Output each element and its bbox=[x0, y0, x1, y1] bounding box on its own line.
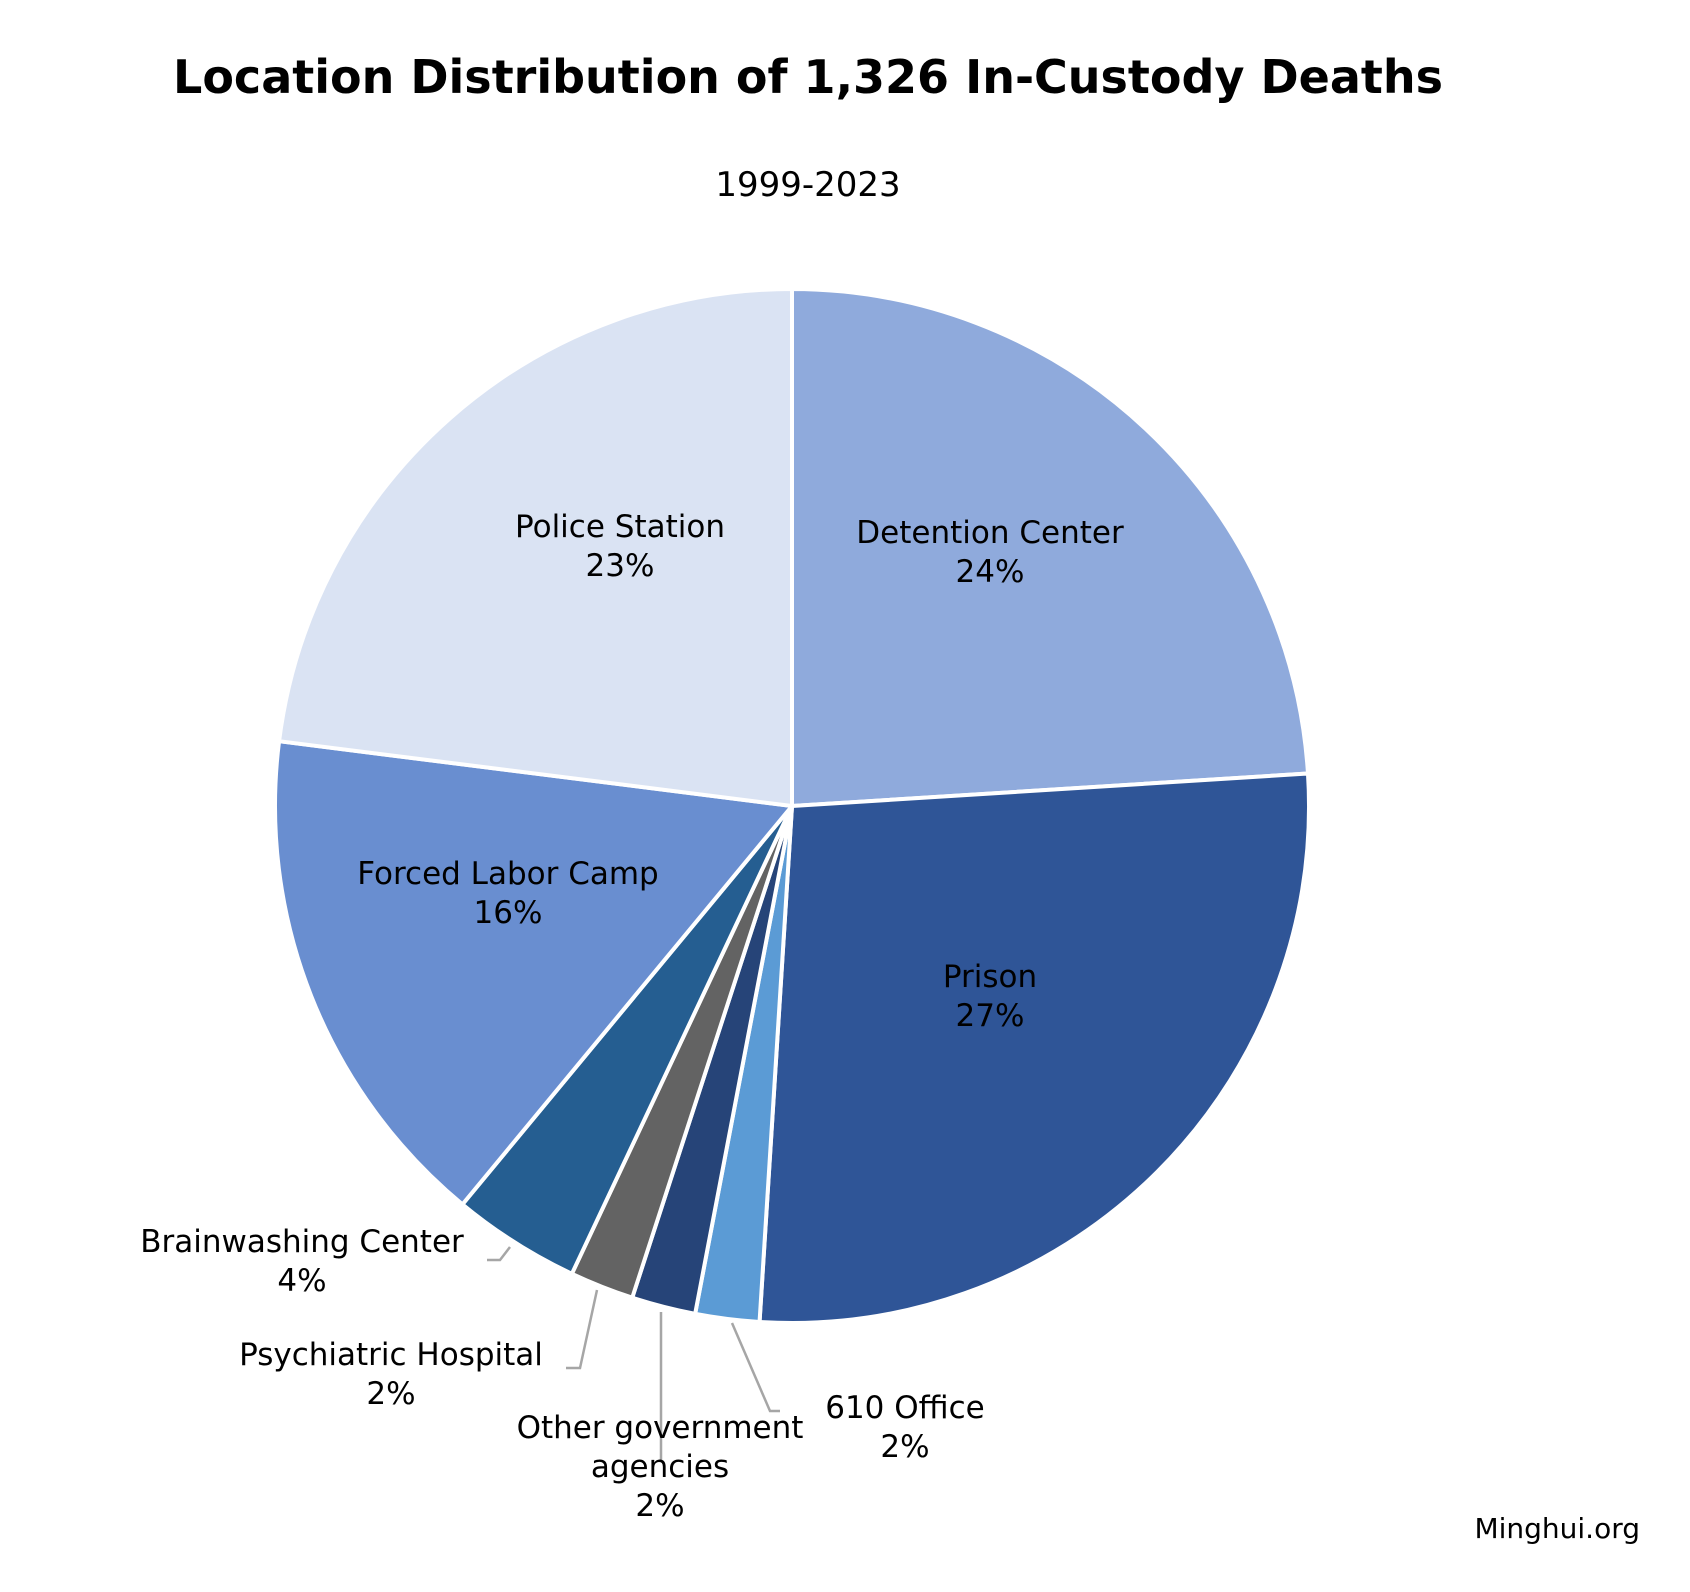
leader-line-610-office bbox=[730, 1322, 780, 1413]
slice-labels: Detention Center 24% Prison 27% 610 Office 2%… bbox=[140, 509, 1124, 1524]
slice-label-detention-center: Detention Center 24% bbox=[856, 515, 1124, 590]
source-credit: Minghui.org bbox=[1474, 1512, 1640, 1545]
pie-slices bbox=[273, 287, 1311, 1325]
slice-label-prison: Prison 27% bbox=[943, 959, 1037, 1034]
slice-label-police-station: Police Station 23% bbox=[515, 509, 725, 584]
pie-slice-police-station bbox=[277, 287, 794, 808]
pie-slice-prison bbox=[757, 771, 1311, 1325]
slice-label-forced-labor-camp: Forced Labor Camp 16% bbox=[357, 856, 658, 931]
chart-subtitle: 1999-2023 bbox=[715, 165, 900, 205]
slice-label-psychiatric-hospital: Psychiatric Hospital 2% bbox=[239, 1337, 543, 1412]
pie-slice-detention-center bbox=[790, 287, 1310, 808]
slice-label-brainwashing-center: Brainwashing Center 4% bbox=[140, 1224, 464, 1299]
slice-label-other-government-agencies: Other government agencies 2% bbox=[517, 1410, 804, 1524]
chart-title: Location Distribution of 1,326 In-Custod… bbox=[173, 50, 1443, 104]
slice-label-610-office: 610 Office 2% bbox=[825, 1390, 985, 1465]
leader-lines bbox=[487, 1246, 780, 1462]
pie-slice-forced-labor-camp bbox=[273, 739, 794, 1207]
leader-line-psychiatric-hospital bbox=[566, 1289, 599, 1370]
leader-line-brainwashing-center bbox=[487, 1246, 511, 1262]
